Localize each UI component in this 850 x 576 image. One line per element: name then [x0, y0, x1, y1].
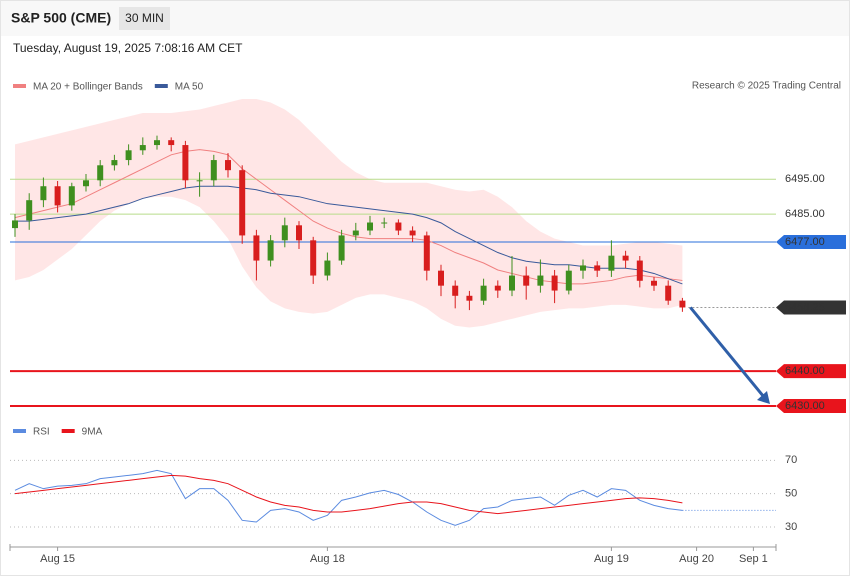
credit: Research © 2025 Trading Central	[692, 81, 841, 92]
candle-body	[281, 225, 288, 241]
candle-body	[523, 275, 530, 286]
candle-body	[68, 186, 75, 206]
x-tick-label: Aug 19	[594, 553, 629, 565]
legend-label: RSI	[33, 427, 50, 438]
legend: RSI 9MA	[13, 427, 103, 438]
candle-body	[239, 170, 246, 236]
candle-body	[494, 285, 501, 291]
x-tick-label: Sep 1	[739, 553, 768, 565]
arrow-head	[757, 391, 770, 405]
candle-body	[409, 230, 416, 236]
rsi-line	[14, 469, 683, 526]
x-tick-label: Aug 15	[40, 553, 75, 565]
candle-body	[253, 235, 260, 261]
candle-body	[324, 260, 331, 276]
legend-label: MA 50	[175, 82, 204, 93]
y-tick-label: 30	[785, 521, 797, 533]
level-label: 6430.00	[785, 400, 825, 412]
level-label: 6485.00	[785, 208, 825, 220]
candle-body	[139, 145, 146, 151]
candle-body	[651, 280, 657, 286]
legend: MA 20 + Bollinger Bands MA 50	[13, 82, 204, 93]
candle-body	[679, 300, 686, 308]
timestamp: Tuesday, August 19, 2025 7:08:16 AM CET	[13, 41, 243, 55]
y-tick-label: 70	[785, 454, 797, 466]
candle-body	[97, 165, 104, 181]
interval-box	[119, 7, 170, 30]
legend-label: MA 20 + Bollinger Bands	[33, 82, 143, 93]
candle-body	[168, 140, 175, 146]
legend-label: 9MA	[82, 427, 103, 438]
level-label: 6458.25	[785, 301, 825, 313]
candle-body	[381, 222, 388, 224]
candle-body	[310, 240, 317, 276]
level-badge	[776, 399, 846, 414]
ma-line	[15, 185, 683, 285]
candle-body	[580, 265, 586, 271]
candle-body	[267, 240, 274, 261]
legend-swatch	[13, 84, 26, 88]
candle-body	[367, 222, 373, 231]
candle-body	[196, 180, 203, 182]
candle-body	[125, 150, 132, 161]
legend-swatch	[13, 429, 26, 433]
level-label: 6477.00	[785, 236, 825, 248]
x-tick-label: Aug 20	[679, 553, 714, 565]
candle-body	[338, 235, 345, 261]
candle-body	[111, 160, 118, 166]
candle-body	[40, 186, 47, 201]
candle-body	[154, 140, 160, 146]
candle-body	[608, 255, 615, 271]
level-badge	[776, 300, 846, 315]
candle-body	[83, 180, 89, 187]
candle-body	[395, 222, 402, 231]
candle-body	[225, 160, 231, 171]
candle-body	[551, 275, 558, 291]
level-label: 6495.00	[785, 173, 825, 185]
legend-swatch	[61, 429, 75, 433]
title: S&P 500 (CME)	[11, 10, 111, 26]
candle-body	[26, 200, 33, 221]
candle-body	[182, 145, 189, 181]
bollinger-band	[15, 99, 683, 328]
level-label: 6440.00	[785, 365, 825, 377]
candle-body	[296, 225, 302, 241]
candle-body	[565, 270, 572, 291]
candle-body	[622, 255, 629, 261]
candle-body	[210, 160, 217, 181]
level-badge	[776, 235, 846, 250]
legend-swatch	[154, 84, 168, 88]
x-tick-label: Aug 18	[310, 553, 345, 565]
candle-body	[636, 260, 643, 281]
candle-body	[438, 270, 444, 286]
candle-body	[466, 295, 473, 301]
candle-body	[452, 285, 459, 296]
candle-body	[509, 275, 515, 291]
candle-body	[594, 265, 601, 271]
candle-body	[665, 285, 672, 301]
candle-body	[480, 285, 487, 301]
candle-body	[352, 230, 359, 236]
y-tick-label: 50	[785, 488, 797, 500]
candle-body	[423, 235, 430, 271]
candle-body	[12, 220, 18, 229]
interval: 30 MIN	[125, 11, 164, 25]
level-badge	[776, 364, 846, 379]
candle-body	[537, 275, 544, 286]
rsi-line	[14, 474, 683, 515]
candle-body	[54, 186, 61, 206]
forecast-arrow	[689, 306, 766, 398]
